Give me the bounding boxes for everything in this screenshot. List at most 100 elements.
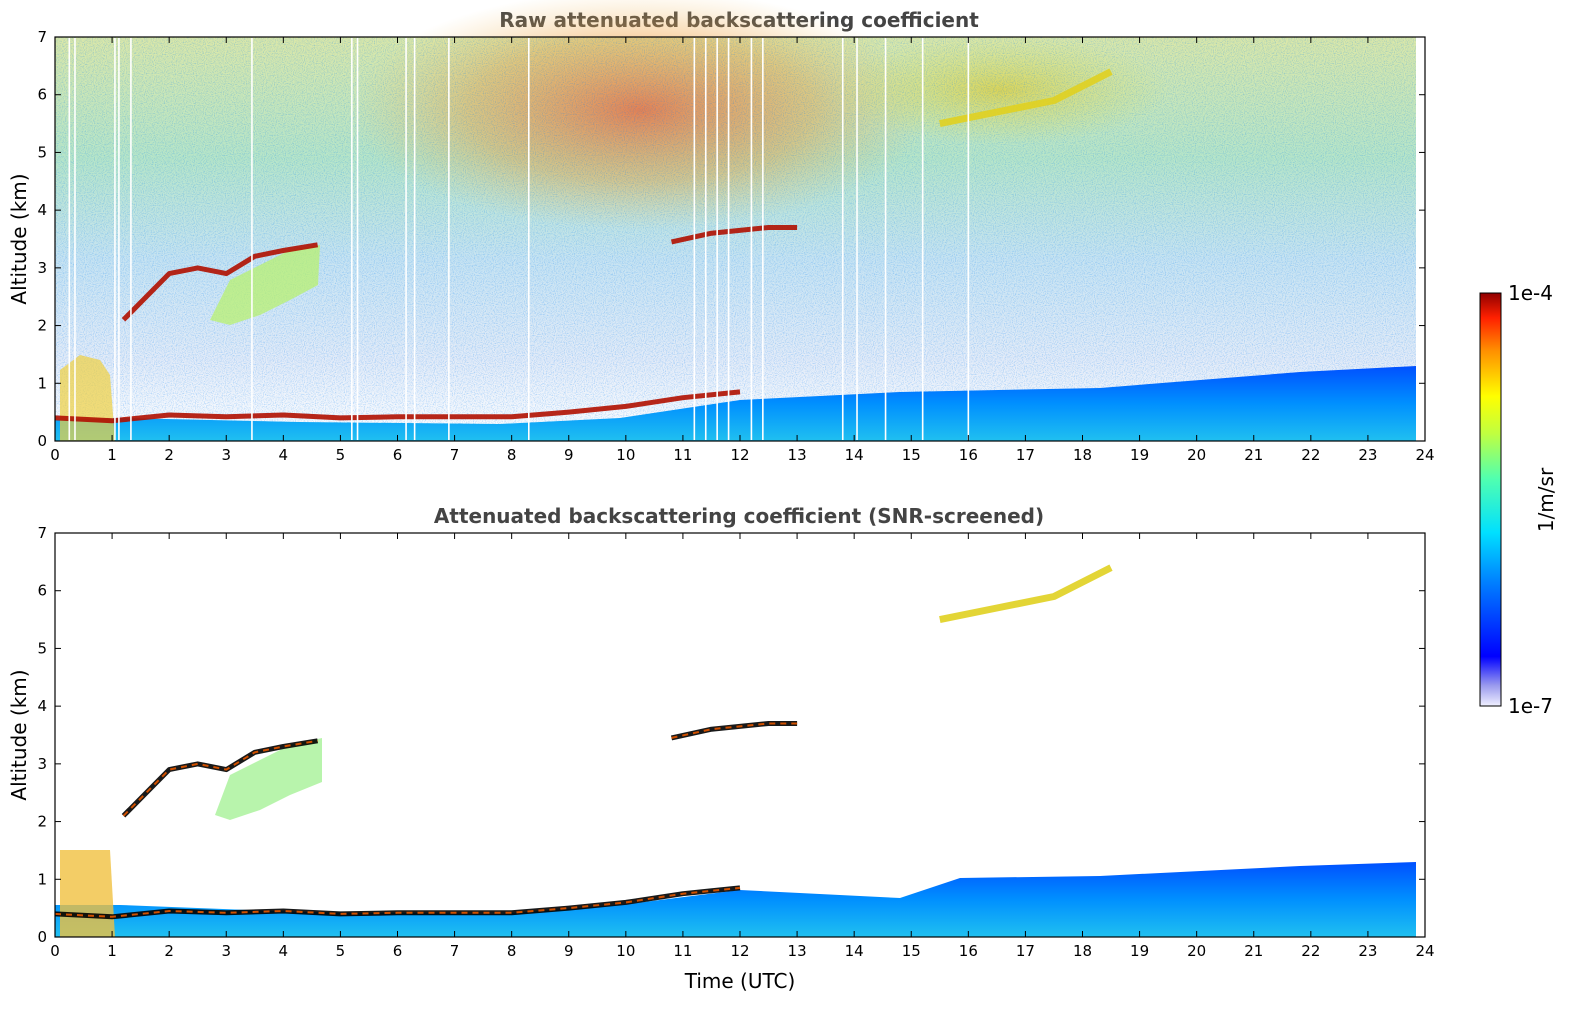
layer-line-0 [54,389,741,424]
x-tick-label: 15 [902,446,921,464]
x-tick-label: 4 [279,446,289,464]
x-tick-label: 17 [1016,446,1035,464]
y-tick-label: 5 [37,639,47,657]
y-tick-label: 4 [37,201,47,219]
layer-line-1 [121,242,319,322]
morning-residual-layer [60,850,115,937]
heatmap-image [54,534,1416,937]
x-tick-label: 22 [1301,446,1320,464]
x-tick-label: 12 [730,446,749,464]
x-axis-label: Time (UTC) [684,969,796,993]
x-tick-label: 1 [107,446,117,464]
y-tick-label: 3 [37,259,47,277]
y-axis-ticks: 0 1 2 3 4 5 6 7 [37,524,1425,946]
x-tick-label: 15 [902,942,921,960]
x-tick-label: 20 [1187,446,1206,464]
x-tick-label: 0 [50,446,60,464]
y-tick-label: 5 [37,143,47,161]
x-tick-label: 5 [336,446,346,464]
colorbar: 1e-4 1e-7 1/m/sr [1479,281,1558,718]
x-tick-label: 18 [1073,446,1092,464]
y-axis-ticks: 0 1 2 3 4 5 6 7 [37,28,1425,450]
x-tick-label: 16 [959,446,978,464]
y-tick-label: 4 [37,697,47,715]
heatmap-image [54,0,1416,441]
x-tick-label: 14 [845,942,864,960]
layer-line-highlight [671,722,798,739]
x-tick-label: 8 [507,446,517,464]
y-tick-label: 1 [37,870,47,888]
data-gaps [69,534,968,936]
x-tick-label: 18 [1073,942,1092,960]
x-tick-label: 10 [616,942,635,960]
x-tick-label: 6 [393,942,403,960]
layer-line-3 [939,564,1113,624]
y-tick-label: 7 [37,524,47,542]
elevated-layer-body [215,738,322,820]
colorbar-max-label: 1e-4 [1508,281,1553,305]
y-tick-label: 2 [37,813,47,831]
layer-line-highlight [54,886,741,918]
x-tick-label: 24 [1415,446,1434,464]
y-axis-label: Altitude (km) [7,669,31,800]
y-tick-label: 1 [37,374,47,392]
x-tick-label: 2 [164,942,174,960]
x-tick-label: 4 [279,942,289,960]
x-tick-label: 16 [959,942,978,960]
y-axis-label: Altitude (km) [7,173,31,304]
colorbar-unit-label: 1/m/sr [1534,467,1558,532]
x-tick-label: 17 [1016,942,1035,960]
x-tick-label: 1 [107,942,117,960]
raw-backscatter-panel: Raw attenuated backscattering coefficien… [7,0,1435,464]
x-tick-label: 9 [564,942,574,960]
data-gaps [68,38,970,440]
colorbar-min-label: 1e-7 [1508,694,1553,718]
x-tick-label: 13 [788,446,807,464]
layer-line-highlight [122,739,318,817]
x-tick-label: 24 [1415,942,1434,960]
layer-line-2 [670,225,798,245]
x-tick-label: 0 [50,942,60,960]
x-tick-label: 10 [616,446,635,464]
x-tick-label: 11 [673,942,692,960]
x-tick-label: 23 [1358,942,1377,960]
boundary-layer-region [55,862,1416,937]
x-tick-label: 21 [1244,446,1263,464]
boundary-layer-region [55,366,1416,441]
x-tick-label: 19 [1130,446,1149,464]
y-tick-label: 0 [37,928,47,946]
x-tick-label: 21 [1244,942,1263,960]
x-tick-label: 20 [1187,942,1206,960]
noise-texture [55,37,1416,441]
x-tick-label: 5 [336,942,346,960]
x-tick-label: 22 [1301,942,1320,960]
colorbar-gradient [1479,292,1502,707]
snr-screened-panel: Attenuated backscattering coefficient (S… [7,504,1435,993]
x-axis-ticks: 0 1 2 3 4 5 6 7 8 9 10 11 12 13 14 15 16 17 18 19 20 21 22 23 24 [50,37,1435,464]
x-tick-label: 23 [1358,446,1377,464]
layer-lines [54,564,1113,920]
x-tick-label: 7 [450,446,460,464]
x-tick-label: 9 [564,446,574,464]
y-tick-label: 7 [37,28,47,46]
elevated-layer-body [210,245,320,325]
x-tick-label: 3 [221,942,231,960]
x-tick-label: 3 [221,446,231,464]
x-tick-label: 11 [673,446,692,464]
x-tick-label: 12 [730,942,749,960]
y-tick-label: 2 [37,317,47,335]
x-tick-label: 6 [393,446,403,464]
x-tick-label: 2 [164,446,174,464]
x-tick-label: 7 [450,942,460,960]
layer-line-2 [670,721,798,741]
x-tick-label: 8 [507,942,517,960]
y-tick-label: 3 [37,755,47,773]
x-tick-label: 19 [1130,942,1149,960]
x-tick-label: 14 [845,446,864,464]
y-tick-label: 6 [37,582,47,600]
y-tick-label: 0 [37,432,47,450]
x-tick-label: 13 [788,942,807,960]
panel-title: Attenuated backscattering coefficient (S… [434,504,1044,528]
x-axis-ticks: 0 1 2 3 4 5 6 7 8 9 10 11 12 13 14 15 16 17 18 19 20 21 22 23 24 [50,533,1435,960]
